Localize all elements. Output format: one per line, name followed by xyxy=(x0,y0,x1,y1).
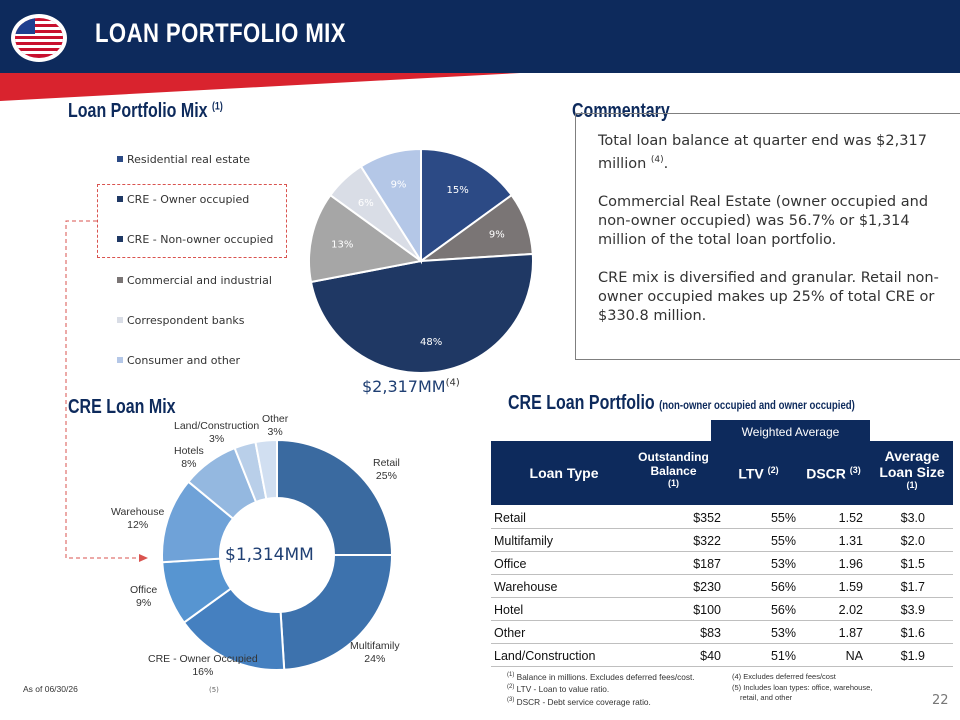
slice-cre-non-owner-occupied xyxy=(309,252,534,374)
table-row: Retail $352 55% 1.52 $3.0 xyxy=(491,506,953,529)
column-header: LTV (2) xyxy=(738,465,779,482)
legend-swatch xyxy=(117,357,123,363)
legend-item: CRE - Owner occupied xyxy=(117,193,249,206)
donut-label-office: Office 9% xyxy=(130,584,158,609)
legend-swatch xyxy=(117,196,123,202)
commentary-box: Total loan balance at quarter end was $2… xyxy=(575,113,960,360)
slice-data-label: 9% xyxy=(391,180,407,191)
slice-commercial-and-industrial xyxy=(308,193,424,284)
commentary-paragraph: Total loan balance at quarter end was $2… xyxy=(598,133,927,172)
legend-item: Correspondent banks xyxy=(117,314,245,327)
legend-item: Consumer and other xyxy=(117,354,240,367)
commentary-paragraph: Commercial Real Estate (owner occupied a… xyxy=(598,193,929,248)
column-header: Average Loan Size (1) xyxy=(879,448,945,490)
table-section-title: CRE Loan Portfolio (non-owner occupied a… xyxy=(508,392,855,414)
cre-legend-highlight-box xyxy=(97,184,287,258)
table-row: Office $187 53% 1.96 $1.5 xyxy=(491,552,953,575)
slice-consumer-and-other xyxy=(359,147,422,265)
header-bar: LOAN PORTFOLIO MIX xyxy=(0,0,960,73)
donut-label-retail: Retail 25% xyxy=(373,457,400,482)
table-row: Multifamily $322 55% 1.31 $2.0 xyxy=(491,529,953,552)
slice-multifamily xyxy=(279,554,394,671)
donut-label-warehouse: Warehouse 12% xyxy=(111,506,165,531)
donut-total-label: $1,314MM xyxy=(225,545,314,565)
table-header-row: Loan Type Outstanding Balance (1) LTV (2)… xyxy=(491,441,953,505)
legend-swatch xyxy=(117,317,123,323)
footnote: (4) Excludes deferred fees/cost xyxy=(732,672,836,681)
pie-total-label: $2,317MM(4) xyxy=(362,377,460,396)
legend-swatch xyxy=(117,277,123,283)
pie-section-title: Loan Portfolio Mix (1) xyxy=(68,100,223,122)
donut-label-multifamily: Multifamily 24% xyxy=(350,640,400,665)
footnote-marker: (5) xyxy=(209,686,219,694)
donut-label-hotels: Hotels 8% xyxy=(174,445,204,470)
commentary-title: Commentary xyxy=(572,100,670,122)
weighted-average-header: Weighted Average xyxy=(711,420,870,442)
flag-logo-icon xyxy=(11,14,67,62)
commentary-paragraph: CRE mix is diversified and granular. Ret… xyxy=(598,269,939,324)
footnote: (1) Balance in millions. Excludes deferr… xyxy=(507,672,695,682)
table-row: Other $83 53% 1.87 $1.6 xyxy=(491,621,953,644)
donut-label-land-construction: Land/Construction 3% xyxy=(174,420,260,445)
table-row: Hotel $100 56% 2.02 $3.9 xyxy=(491,598,953,621)
footnote: (2) LTV - Loan to value ratio. xyxy=(507,684,610,694)
slice-other xyxy=(254,438,278,501)
footnote: (3) DSCR - Debt service coverage ratio. xyxy=(507,697,651,707)
page-number: 22 xyxy=(932,693,949,708)
slice-data-label: 6% xyxy=(358,198,374,209)
slice-data-label: 15% xyxy=(446,185,468,196)
slice-residential-real-estate xyxy=(420,147,514,263)
as-of-date: As of 06/30/26 xyxy=(23,684,78,694)
loan-portfolio-pie-chart: 15% 9% 48% 13% 6% 9% xyxy=(308,147,534,374)
legend-item: Residential real estate xyxy=(117,153,250,166)
slice-data-label: 48% xyxy=(420,337,442,348)
page-title: LOAN PORTFOLIO MIX xyxy=(95,18,346,48)
legend-item: Commercial and industrial xyxy=(117,274,272,287)
slice-data-label: 9% xyxy=(489,230,505,241)
column-header: DSCR (3) xyxy=(806,465,861,482)
donut-label-other: Other 3% xyxy=(262,413,289,438)
table-row: Land/Construction $40 51% NA $1.9 xyxy=(491,644,953,667)
cre-loan-mix-donut-chart xyxy=(161,438,394,671)
donut-label-owner-occupied: CRE - Owner Occupied 16% xyxy=(148,653,258,678)
column-header: Loan Type xyxy=(529,465,599,481)
footnote: retail, and other xyxy=(740,693,793,702)
slice-retail xyxy=(276,438,394,556)
header-red-swoosh xyxy=(0,73,520,101)
column-header: Outstanding Balance (1) xyxy=(638,450,709,488)
slice-data-label: 13% xyxy=(331,239,353,250)
table-row: Warehouse $230 56% 1.59 $1.7 xyxy=(491,575,953,598)
footnote: (5) Includes loan types: office, warehou… xyxy=(732,683,873,692)
legend-swatch xyxy=(117,156,123,162)
